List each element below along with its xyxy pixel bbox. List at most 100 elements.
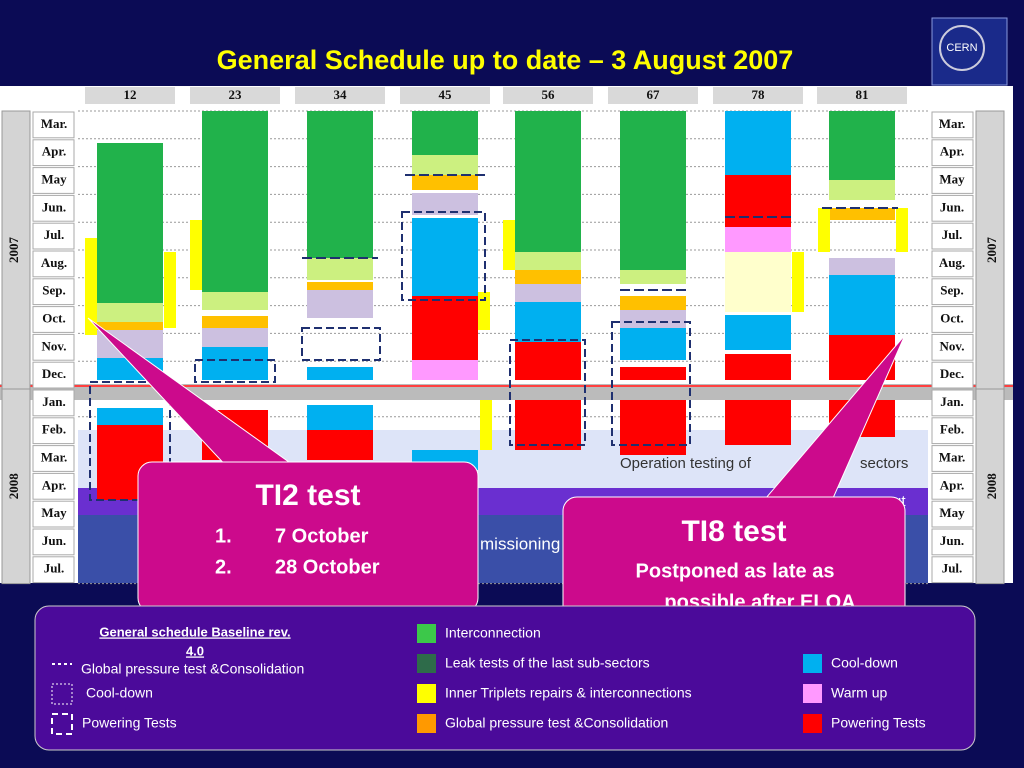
sector-header <box>295 87 385 104</box>
month-cell <box>32 445 75 472</box>
month-label: May <box>939 505 965 520</box>
sector-header <box>817 87 907 104</box>
schedule-block <box>202 347 268 380</box>
legend-dotted-box <box>51 683 73 705</box>
month-label: Feb. <box>42 422 66 437</box>
legend-label: Cool-down <box>86 685 153 701</box>
schedule-block <box>307 367 373 380</box>
sector-label: 45 <box>439 87 453 102</box>
schedule-block <box>725 175 791 227</box>
sector-label: 23 <box>229 87 243 102</box>
sector-header <box>400 87 490 104</box>
month-cell <box>931 472 974 500</box>
sector-header <box>503 87 593 104</box>
list-marker: 1. <box>215 525 232 547</box>
month-cell <box>931 417 974 445</box>
schedule-block <box>202 292 268 310</box>
triplet-bar <box>503 220 515 270</box>
logo-text: CERN <box>946 42 977 54</box>
month-label: Apr. <box>940 477 964 492</box>
schedule-block <box>515 270 581 284</box>
month-cell <box>931 222 974 250</box>
powering-outline <box>301 327 381 361</box>
year-cell <box>1 388 31 585</box>
legend-label: Powering Tests <box>831 715 926 731</box>
month-cell <box>32 167 75 194</box>
schedule-block <box>829 275 895 335</box>
schedule-block <box>412 111 478 155</box>
month-cell <box>931 306 974 333</box>
month-cell <box>32 306 75 333</box>
triplet-bar <box>480 400 492 450</box>
month-label: Oct. <box>940 310 963 325</box>
month-label: May <box>41 505 67 520</box>
powering-outline <box>194 359 276 383</box>
schedule-block <box>307 111 373 258</box>
legend-heading: General schedule Baseline rev. <box>99 624 290 639</box>
month-label: Mar. <box>939 116 966 131</box>
triplet-bar <box>190 220 202 290</box>
month-label: Jul. <box>942 227 963 242</box>
month-cell <box>931 194 974 222</box>
sector-header <box>713 87 803 104</box>
legend-dashed-box <box>51 713 73 735</box>
legend-swatch <box>417 684 436 703</box>
sector-header <box>85 87 175 104</box>
schedule-block <box>202 316 268 328</box>
month-label: Dec. <box>42 366 66 381</box>
month-cell <box>931 333 974 361</box>
list-marker: 2. <box>215 556 232 578</box>
month-label: Oct. <box>42 310 65 325</box>
schedule-block <box>725 111 791 175</box>
month-cell <box>32 500 75 528</box>
schedule-block <box>307 258 373 280</box>
band-text: Operation testing of <box>620 455 752 472</box>
month-label: May <box>939 171 965 186</box>
legend-label: Inner Triplets repairs & interconnection… <box>445 685 692 701</box>
schedule-block <box>515 302 581 342</box>
month-label: Jun. <box>940 533 964 548</box>
schedule-block <box>620 400 686 455</box>
schedule-block <box>202 328 268 347</box>
schedule-block <box>515 400 581 450</box>
legend-label: Warm up <box>831 685 887 701</box>
year-divider <box>0 384 1013 400</box>
month-label: Apr. <box>42 477 66 492</box>
schedule-block <box>725 354 791 380</box>
month-cell <box>931 111 974 139</box>
sector-label: 34 <box>334 87 348 102</box>
sector-header <box>190 87 280 104</box>
year-cell <box>975 388 1005 585</box>
schedule-block <box>412 155 478 175</box>
year-label: 2008 <box>6 473 21 500</box>
schedule-block <box>620 367 686 380</box>
schedule-block <box>829 258 895 275</box>
schedule-block <box>97 303 163 322</box>
legend-swatch <box>803 714 822 733</box>
month-cell <box>931 250 974 278</box>
schedule-block <box>725 315 791 350</box>
year-label: 2007 <box>6 237 21 264</box>
powering-outline <box>89 381 171 501</box>
legend-box <box>34 605 976 751</box>
month-label: Apr. <box>42 144 66 159</box>
legend-label: Interconnection <box>445 625 541 641</box>
schedule-block <box>620 296 686 310</box>
month-cell <box>32 361 75 389</box>
month-cell <box>32 194 75 222</box>
month-label: Jun. <box>42 199 66 214</box>
month-cell <box>32 389 75 417</box>
schedule-block <box>515 252 581 270</box>
legend: General schedule Baseline rev. 4.0 Global … <box>51 624 926 735</box>
month-label: Jun. <box>940 199 964 214</box>
schedule-block <box>412 175 478 190</box>
month-label: Jan. <box>42 394 65 409</box>
month-label: Mar. <box>939 449 966 464</box>
triplet-bar <box>478 292 490 330</box>
triplet-bar <box>896 208 908 252</box>
month-cell <box>931 139 974 167</box>
legend-swatch <box>417 624 436 643</box>
sector-label: 78 <box>752 87 766 102</box>
schedule-block <box>97 322 163 330</box>
